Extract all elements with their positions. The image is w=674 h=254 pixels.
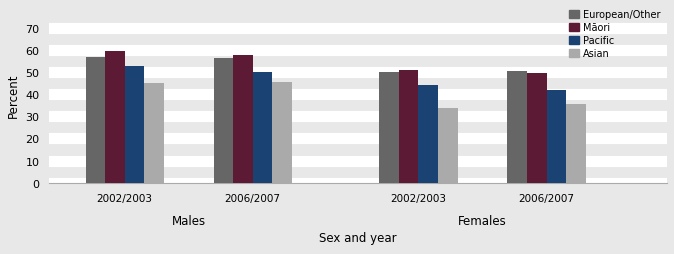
Text: Males: Males bbox=[172, 215, 206, 228]
Bar bbox=[233, 55, 253, 183]
Bar bbox=[105, 52, 125, 183]
Bar bbox=[399, 71, 419, 183]
Bar bbox=[566, 105, 586, 183]
Bar bbox=[419, 86, 438, 183]
Bar bbox=[144, 84, 164, 183]
Bar bbox=[438, 108, 458, 183]
Bar bbox=[272, 83, 292, 183]
Bar bbox=[547, 90, 566, 183]
Bar bbox=[214, 59, 233, 183]
Bar bbox=[86, 57, 105, 183]
Y-axis label: Percent: Percent bbox=[7, 73, 20, 117]
Bar bbox=[253, 73, 272, 183]
X-axis label: Sex and year: Sex and year bbox=[319, 231, 397, 244]
Bar bbox=[379, 73, 399, 183]
Text: Females: Females bbox=[458, 215, 507, 228]
Bar bbox=[508, 72, 527, 183]
Bar bbox=[527, 74, 547, 183]
Bar bbox=[125, 66, 144, 183]
Legend: European/Other, Māori, Pacific, Asian: European/Other, Māori, Pacific, Asian bbox=[568, 8, 662, 61]
